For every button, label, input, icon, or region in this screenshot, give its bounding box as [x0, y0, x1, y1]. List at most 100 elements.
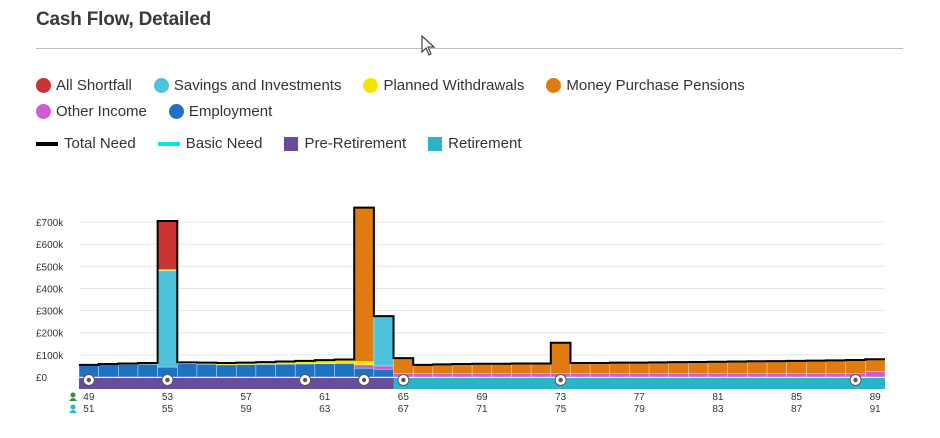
bar-other-income	[825, 373, 846, 378]
x-tick-label-person2: 63	[319, 404, 331, 415]
legend-item-retirement[interactable]: Retirement	[428, 135, 522, 152]
bar-other-income	[688, 373, 709, 378]
legend-item-total-need[interactable]: Total Need	[36, 135, 136, 152]
legend-dot-icon	[153, 78, 169, 93]
calendar-icon	[299, 374, 312, 386]
phase-band-retirement	[393, 378, 885, 389]
legend-dot-icon	[363, 78, 379, 93]
bar-employment	[118, 364, 139, 378]
legend-label: Basic Need	[185, 135, 263, 152]
x-tick-label-person2: 67	[398, 404, 410, 415]
bar-money-purchase-pensions	[865, 358, 886, 372]
legend-item-all-shortfall[interactable]: All Shortfall	[36, 77, 132, 94]
x-tick-label-person1: 61	[319, 392, 331, 403]
bar-money-purchase-pensions	[609, 362, 630, 374]
legend-dot-icon	[168, 104, 184, 119]
legend-item-basic-need[interactable]: Basic Need	[157, 135, 263, 152]
bar-money-purchase-pensions	[412, 364, 434, 374]
y-tick-label: £500k	[36, 262, 64, 273]
bar-employment	[255, 364, 276, 378]
bar-money-purchase-pensions	[786, 360, 807, 374]
x-tick-label-person2: 87	[791, 404, 803, 415]
mouse-cursor-icon	[421, 34, 436, 56]
bar-other-income	[629, 373, 650, 378]
bar-other-income	[432, 373, 453, 378]
x-tick-label-person1: 73	[555, 392, 567, 403]
x-tick-label-person1: 57	[241, 392, 253, 403]
bar-other-income	[786, 373, 807, 378]
x-tick-label-person2: 55	[162, 404, 174, 415]
x-tick-label-person1: 77	[634, 392, 646, 403]
bar-planned-withdrawals	[353, 361, 375, 366]
x-tick-label-person2: 71	[476, 404, 488, 415]
bar-other-income	[865, 371, 886, 378]
bar-money-purchase-pensions	[766, 360, 788, 374]
bar-savings-and-investments	[157, 270, 178, 368]
bar-money-purchase-pensions	[353, 207, 375, 362]
bar-other-income	[766, 373, 788, 378]
legend-item-planned-withdrawals[interactable]: Planned Withdrawals	[363, 77, 524, 94]
legend-item-other-income[interactable]: Other Income	[36, 103, 147, 120]
bar-employment	[98, 364, 119, 378]
bar-other-income	[412, 373, 434, 378]
total-need-line	[79, 206, 885, 366]
bar-money-purchase-pensions	[589, 362, 611, 374]
x-tick-label-person1: 85	[791, 392, 803, 403]
bar-money-purchase-pensions	[550, 342, 571, 374]
x-tick-label-person1: 65	[398, 392, 410, 403]
y-tick-label: £600k	[36, 240, 64, 251]
legend-label: All Shortfall	[56, 77, 132, 94]
y-tick-label: £300k	[36, 307, 64, 318]
legend-row-needs: Total Need Basic Need Pre-Retirement Retire…	[36, 135, 544, 152]
bar-other-income	[806, 373, 827, 378]
bar-money-purchase-pensions	[452, 363, 473, 374]
title-divider	[36, 48, 903, 49]
bar-money-purchase-pensions	[491, 363, 512, 374]
bar-other-income	[530, 373, 552, 378]
bar-other-income	[747, 373, 768, 378]
legend-square-swatch	[428, 136, 443, 151]
bar-other-income	[668, 373, 689, 378]
bar-other-income	[609, 373, 630, 378]
person2-icon	[69, 404, 77, 413]
bar-money-purchase-pensions	[668, 361, 689, 374]
legend-item-savings-and-investments[interactable]: Savings and Investments	[153, 77, 341, 94]
bar-other-income	[589, 373, 611, 378]
legend-label: Employment	[188, 103, 273, 120]
legend-label: Money Purchase Pensions	[566, 77, 745, 94]
legend-dot-icon	[36, 104, 51, 119]
calendar-icon	[554, 374, 567, 386]
y-tick-label: £200k	[36, 329, 64, 340]
bar-other-income	[707, 373, 729, 378]
legend-square-swatch	[284, 136, 299, 151]
retire-icon	[397, 374, 410, 386]
x-tick-label-person2: 59	[241, 404, 253, 415]
legend-label: Pre-Retirement	[304, 135, 407, 152]
bar-all-shortfall	[157, 220, 178, 270]
legend-label: Total Need	[64, 135, 136, 152]
y-tick-label: £100k	[36, 351, 64, 362]
phase-band-pre-retirement	[79, 378, 394, 389]
bar-other-income	[373, 365, 394, 370]
x-tick-label-person1: 53	[162, 392, 174, 403]
bar-money-purchase-pensions	[648, 362, 670, 374]
bar-other-income	[648, 373, 670, 378]
bar-money-purchase-pensions	[727, 361, 748, 374]
legend-item-pre-retirement[interactable]: Pre-Retirement	[284, 135, 406, 152]
legend-label: Planned Withdrawals	[383, 77, 525, 94]
bar-money-purchase-pensions	[747, 360, 768, 374]
calendar-icon	[161, 374, 174, 386]
page-title: Cash Flow, Detailed	[36, 9, 211, 30]
legend-item-money-purchase-pensions[interactable]: Money Purchase Pensions	[546, 77, 745, 94]
legend-item-employment[interactable]: Employment	[168, 103, 273, 120]
bar-employment	[176, 363, 198, 378]
bar-other-income	[353, 364, 375, 369]
x-tick-label-person1: 81	[712, 392, 724, 403]
bar-money-purchase-pensions	[511, 363, 532, 374]
bar-employment	[196, 363, 217, 378]
bar-money-purchase-pensions	[432, 364, 453, 374]
y-tick-label: £0	[36, 373, 48, 384]
x-tick-label-person1: 49	[83, 392, 95, 403]
legend-row-income-2: Other Income Employment	[36, 103, 294, 120]
